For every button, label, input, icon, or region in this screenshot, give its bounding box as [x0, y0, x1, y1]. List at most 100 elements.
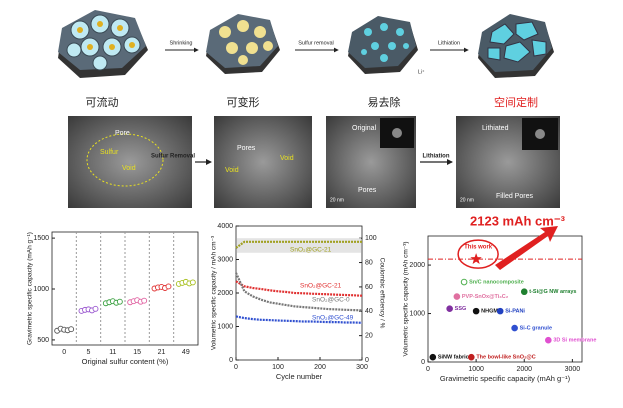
point-label: Si-C granule — [520, 326, 552, 332]
data-point — [429, 353, 437, 361]
tem-label: Lithiated — [482, 125, 509, 132]
y2-tick-label: 60 — [365, 284, 373, 291]
y2-axis-label: Coulombic efficiency / % — [378, 258, 385, 329]
data-point — [511, 324, 518, 332]
data-point — [68, 326, 75, 333]
y-axis-label: Gravimetric specific capacity (mAh g⁻¹) — [27, 232, 34, 345]
data-point — [470, 253, 482, 264]
x-tick-label: 1000 — [468, 366, 484, 373]
tem-label: Void — [122, 165, 136, 172]
point-label: SSG — [455, 306, 467, 312]
x-tick-label: 100 — [272, 364, 284, 371]
y2-tick-label: 100 — [365, 235, 377, 242]
tem-images — [68, 116, 560, 208]
stage-label: 空间定制 — [494, 95, 538, 109]
callout-arrow — [495, 226, 558, 270]
tem-label: Void — [280, 155, 294, 162]
y-tick-label: 3000 — [217, 256, 233, 263]
x-axis-label: Cycle number — [276, 372, 323, 381]
tem-label: Filled Pores — [496, 193, 533, 200]
data-point — [468, 353, 475, 361]
x-tick-label: 3000 — [565, 366, 581, 373]
scale-bar: 20 nm — [460, 197, 474, 203]
x-tick-label: 0 — [234, 364, 238, 371]
data-point — [446, 305, 453, 312]
data-point — [520, 288, 528, 296]
tem-arrow-label: Sulfur Removal — [151, 154, 195, 160]
x-tick-label: 2000 — [516, 366, 532, 373]
x-axis-label: Original sulfur content (%) — [82, 357, 169, 366]
scale-bar: 20 nm — [330, 197, 344, 203]
point-label: This work — [464, 245, 493, 251]
step-label: Shrinking — [170, 40, 193, 46]
y-tick-label: 2000 — [217, 290, 233, 297]
data-point — [453, 293, 461, 300]
data-point — [472, 307, 480, 315]
x-tick-label: 21 — [158, 349, 166, 356]
y2-tick-label: 80 — [365, 259, 373, 266]
tem-label: Pore — [115, 130, 130, 137]
highlight-ring — [457, 239, 499, 269]
x-tick-label: 300 — [356, 364, 368, 371]
point-label: SiNW fabric — [438, 355, 469, 361]
series-label: SnO₂@GC-0 — [312, 297, 350, 304]
point-label: The bowl-like SnO₂@C — [476, 355, 535, 361]
particle-1 — [58, 10, 148, 78]
point-label: NHGM — [481, 309, 498, 315]
x-axis-label: Gravimetric specific capacity (mAh g⁻¹) — [440, 374, 571, 383]
data-point — [496, 307, 504, 315]
data-line — [235, 315, 363, 324]
point-label: PVP-SnOx@Ti₃C₂ — [462, 294, 509, 300]
plot-frame — [427, 235, 583, 363]
tem-label: Void — [225, 167, 239, 174]
x-tick-label: 0 — [62, 349, 66, 356]
particle-3 — [348, 16, 418, 74]
x-tick-label: 11 — [109, 349, 116, 356]
x-tick-label: 200 — [314, 364, 326, 371]
data-line — [234, 272, 363, 312]
y-tick-label: 1000 — [217, 323, 233, 330]
series-label: SnO₂@GC-21 — [300, 283, 342, 290]
data-point — [141, 297, 148, 304]
particle-4 — [478, 14, 554, 78]
step-label: Lithiation — [438, 40, 460, 46]
annotation: 2123 mAh cm⁻³ — [470, 213, 566, 228]
data-point — [116, 298, 123, 305]
tem-label: Pores — [358, 187, 377, 194]
y-tick-label: 0 — [229, 357, 233, 364]
y-tick-label: 500 — [37, 337, 49, 344]
x-tick-label: 5 — [87, 349, 91, 356]
y-tick-label: 2000 — [409, 262, 425, 269]
data-line — [235, 280, 363, 297]
x-tick-label: 15 — [133, 349, 141, 356]
stage-label: 可变形 — [227, 95, 260, 109]
y-tick-label: 0 — [421, 359, 425, 366]
series-label: SnO₂@GC-21 — [290, 247, 332, 254]
tem-label: Sulfur — [100, 149, 119, 156]
y-tick-label: 1000 — [33, 286, 49, 293]
y-tick-label: 4000 — [217, 223, 233, 230]
y-axis-label: Volumetric specific capacity (mAh cm⁻³) — [403, 241, 410, 356]
y2-tick-label: 0 — [365, 357, 369, 364]
series-label: SnO₂@GC-49 — [312, 315, 354, 322]
tem-label: Original — [352, 125, 377, 132]
x-tick-label: 49 — [182, 349, 190, 356]
point-label: Si-PANi — [505, 309, 525, 315]
data-point — [545, 336, 552, 344]
stage-label: 易去除 — [368, 95, 401, 109]
tem-label: Pores — [237, 145, 256, 152]
x-tick-label: 0 — [426, 366, 430, 373]
data-line — [235, 240, 362, 249]
data-point — [92, 305, 99, 312]
stage-label: 可流动 — [86, 95, 119, 109]
y2-tick-label: 40 — [365, 308, 373, 315]
point-label: Sn/C nanocomposite — [469, 279, 524, 285]
y-tick-label: 1000 — [409, 310, 425, 317]
data-point — [189, 279, 196, 286]
y2-tick-label: 20 — [365, 332, 373, 339]
point-label: t-Si@G NW arrays — [529, 289, 576, 295]
ion-label: Li⁺ — [418, 69, 425, 75]
tem-arrow-label: Lithiation — [423, 154, 450, 160]
particle-2 — [206, 14, 280, 74]
